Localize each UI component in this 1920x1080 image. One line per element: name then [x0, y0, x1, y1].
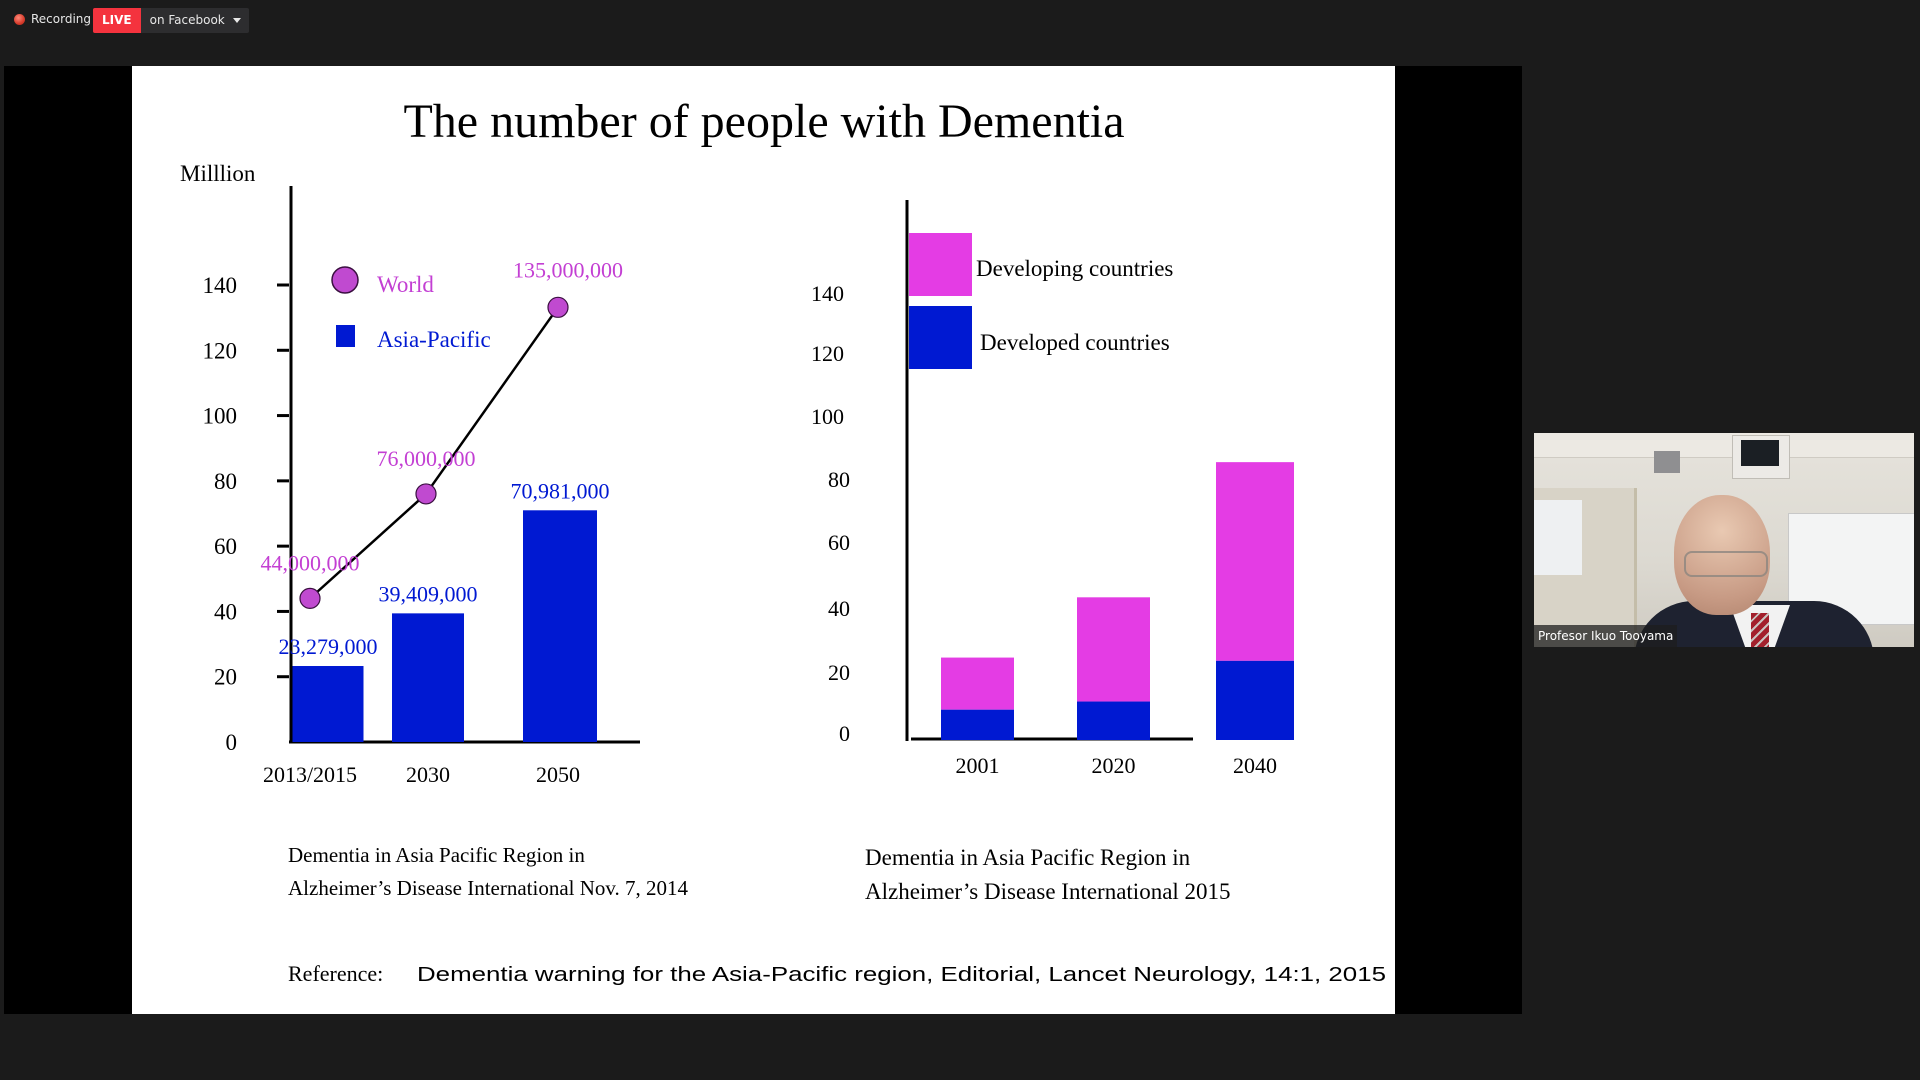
legend-world-label: World: [377, 272, 434, 297]
left-chart-ylabel: Milllion: [180, 161, 256, 186]
world-data-label: 44,000,000: [261, 550, 360, 575]
asia-pacific-bar-label: 39,409,000: [379, 581, 478, 606]
asia-pacific-bar-label: 70,981,000: [511, 478, 610, 503]
right-xtick-label: 2001: [956, 753, 1000, 778]
developing-countries-bar-segment: [1216, 462, 1294, 661]
presentation-slide: The number of people with Dementia Milll…: [132, 66, 1395, 1014]
slide-canvas: The number of people with Dementia Milll…: [180, 95, 1386, 986]
world-data-label: 76,000,000: [377, 446, 476, 471]
asia-pacific-bar: [523, 510, 597, 742]
video-door-window: [1534, 500, 1582, 575]
reference-prefix: Reference:: [288, 961, 383, 986]
world-line-segment: [309, 492, 427, 600]
recording-indicator[interactable]: Recording: [14, 12, 91, 26]
left-ytick-label: 80: [214, 469, 237, 494]
live-destination-dropdown[interactable]: on Facebook: [141, 8, 249, 33]
video-monitor: [1732, 435, 1790, 479]
video-ceiling: [1534, 433, 1914, 458]
right-ytick-label: 60: [828, 530, 850, 555]
video-person-tie: [1751, 613, 1769, 647]
left-caption-line-2: Alzheimer’s Disease International Nov. 7…: [288, 876, 689, 900]
legend-developing-marker-icon: [909, 233, 972, 296]
world-data-point: [415, 483, 437, 505]
world-data-point: [547, 296, 569, 318]
world-data-point: [299, 587, 321, 609]
screen-share-area: The number of people with Dementia Milll…: [4, 66, 1522, 1014]
recording-label: Recording: [31, 12, 92, 26]
legend-asia-pacific-label: Asia-Pacific: [377, 327, 491, 352]
right-caption-line-1: Dementia in Asia Pacific Region in: [865, 845, 1191, 870]
legend-world-marker-icon: [331, 266, 359, 294]
live-stream-menu[interactable]: LIVE on Facebook: [93, 8, 249, 33]
left-xtick-label: 2030: [406, 762, 450, 787]
world-data-label: 135,000,000: [513, 257, 623, 282]
right-ytick-label: 20: [828, 660, 850, 685]
left-chart: Milllion 0 20 40 60 80 100 120 140 23,279,000 39…: [180, 161, 640, 787]
legend-developing-label: Developing countries: [976, 256, 1173, 281]
left-xtick-label: 2050: [536, 762, 580, 787]
legend-asia-pacific-marker-icon: [336, 325, 355, 347]
left-ytick-label: 40: [214, 599, 237, 624]
right-ytick-label: 80: [828, 467, 850, 492]
left-ytick-label: 0: [226, 730, 238, 755]
right-ytick-label: 120: [811, 341, 844, 366]
participant-name-label: Profesor Ikuo Tooyama: [1534, 625, 1678, 647]
slide-title: The number of people with Dementia: [403, 95, 1124, 148]
developed-countries-bar-segment: [941, 709, 1014, 740]
legend-developed-label: Developed countries: [980, 330, 1170, 355]
right-caption-line-2: Alzheimer’s Disease International 2015: [865, 879, 1231, 904]
left-ytick-label: 120: [203, 338, 238, 363]
meeting-top-bar: Recording LIVE on Facebook: [0, 0, 400, 40]
left-ytick-label: 140: [203, 273, 238, 298]
right-ytick-label: 100: [811, 404, 844, 429]
live-badge: LIVE: [93, 8, 141, 33]
video-person-glasses: [1684, 551, 1768, 577]
developing-countries-bar-segment: [1077, 597, 1150, 702]
asia-pacific-bar: [292, 666, 364, 742]
recording-icon: [14, 13, 25, 25]
chevron-down-icon: [232, 18, 241, 23]
world-line-segment: [424, 306, 560, 495]
asia-pacific-bar-label: 23,279,000: [279, 634, 378, 659]
left-ytick-label: 60: [214, 534, 237, 559]
right-xtick-label: 2020: [1092, 753, 1136, 778]
right-ytick-label: 140: [811, 281, 844, 306]
asia-pacific-bar: [392, 613, 464, 742]
left-ytick-label: 100: [203, 404, 238, 429]
right-xtick-label: 2040: [1233, 753, 1277, 778]
reference-text: Dementia warning for the Asia-Pacific re…: [417, 963, 1386, 986]
left-xtick-label: 2013/2015: [263, 762, 357, 787]
developed-countries-bar-segment: [1216, 660, 1294, 740]
video-monitor-screen: [1741, 440, 1779, 466]
right-ytick-label: 40: [828, 596, 850, 621]
developed-countries-bar-segment: [1077, 701, 1150, 740]
developing-countries-bar-segment: [941, 657, 1014, 710]
live-destination-label: on Facebook: [149, 13, 225, 27]
left-caption-line-1: Dementia in Asia Pacific Region in: [288, 843, 585, 867]
right-ytick-label: 0: [839, 721, 850, 746]
left-ytick-label: 20: [214, 665, 237, 690]
video-speaker: [1654, 451, 1680, 473]
video-door: [1534, 488, 1637, 647]
participant-video-tile[interactable]: Profesor Ikuo Tooyama: [1534, 433, 1914, 647]
legend-developed-marker-icon: [909, 306, 972, 369]
